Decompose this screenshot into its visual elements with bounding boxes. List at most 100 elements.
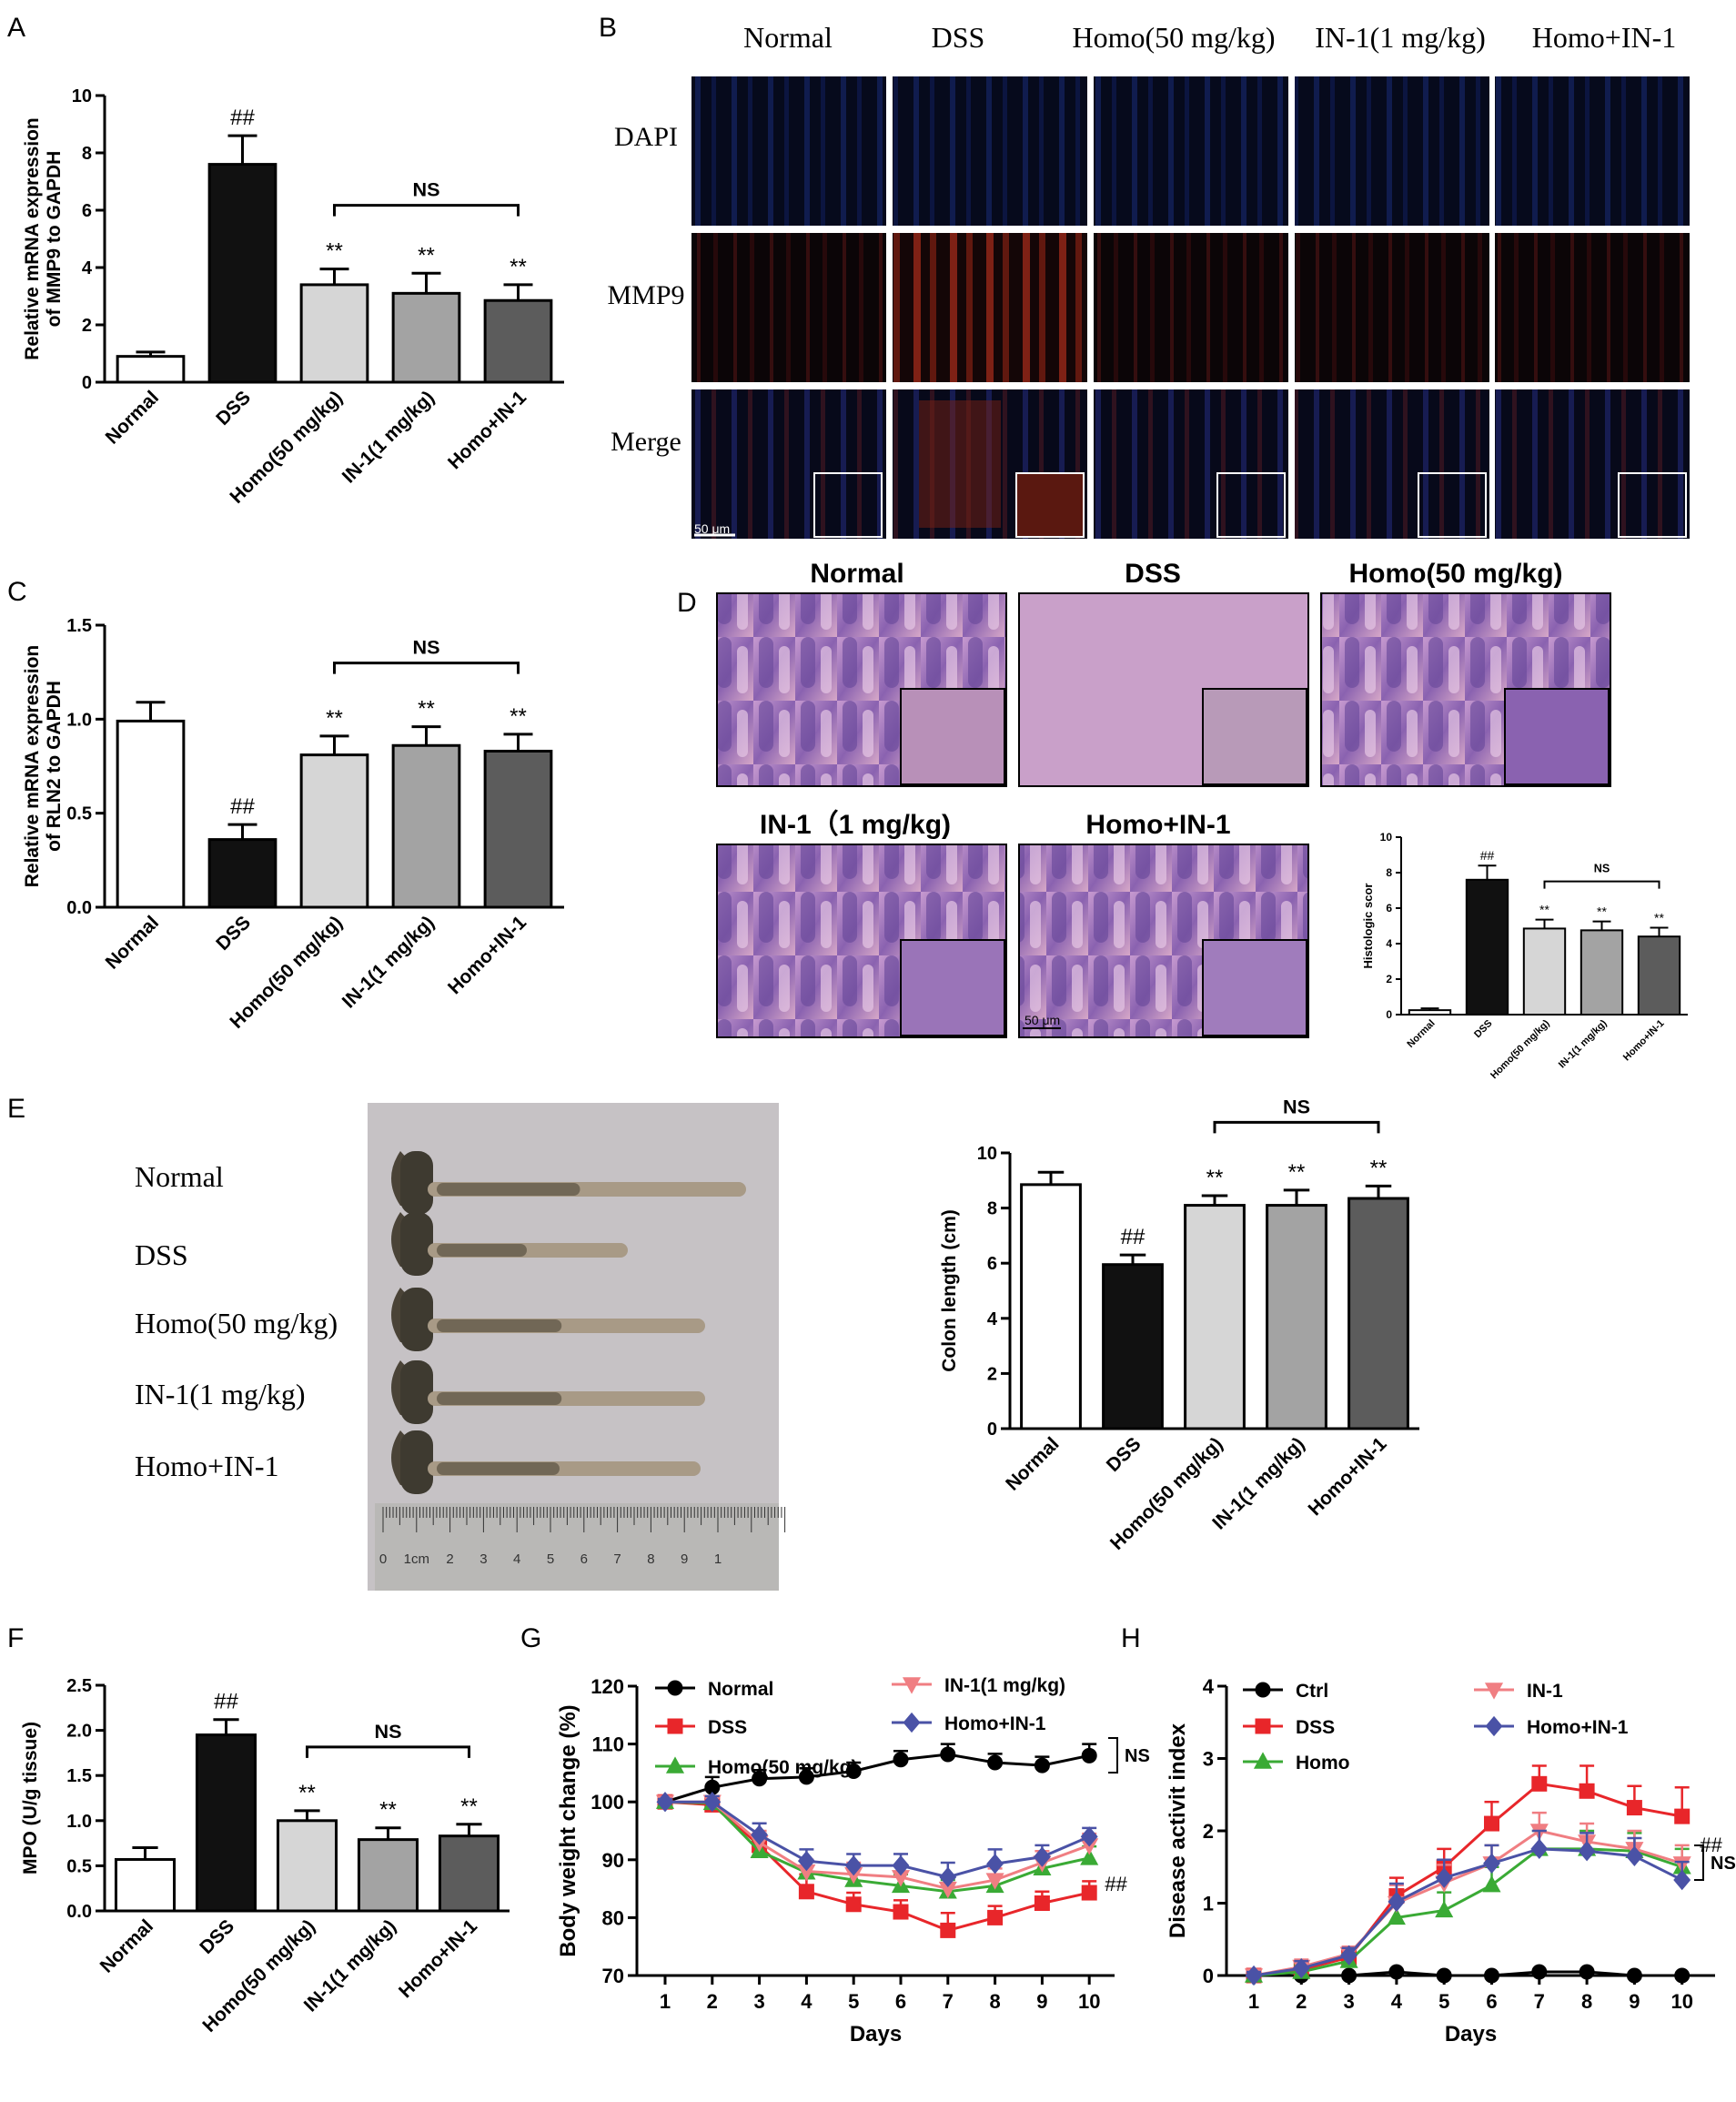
inset-box: [1216, 472, 1286, 538]
significance-bracket: [1543, 880, 1660, 889]
panel-label-a: A: [7, 13, 25, 43]
data-point: [1484, 1683, 1504, 1700]
data-point: [1484, 1815, 1499, 1832]
series-homo-in-1: [1245, 1829, 1691, 1986]
y-axis-label: Disease activit index: [1166, 1723, 1190, 1938]
panel-b-col-label: Normal: [743, 21, 833, 54]
bar: [207, 838, 278, 909]
x-tick-label: 7: [943, 1990, 954, 2013]
panel-b-col-label: Homo+IN-1: [1532, 21, 1676, 54]
y-tick-label: 0.5: [66, 804, 92, 824]
category-label: DSS: [212, 387, 255, 429]
panel-labels: A B C D E F G H: [7, 13, 1141, 1653]
fluorescence-image-dapi: [1495, 76, 1690, 226]
colon-segment-dark: [437, 1392, 562, 1405]
colon-cecum: [400, 1288, 433, 1351]
significance-label: **: [418, 243, 435, 268]
data-point: [987, 1754, 1004, 1771]
ruler-label: 4: [513, 1551, 520, 1567]
series-line: [1253, 1829, 1683, 1977]
bar: [114, 1857, 177, 1913]
x-tick-label: 3: [753, 1990, 764, 2013]
bar: [1408, 1009, 1452, 1016]
y-tick-label: 0: [1386, 1008, 1392, 1021]
colon-cecum: [400, 1430, 433, 1494]
ns-bracket: [1108, 1737, 1118, 1774]
y-tick-label: 2: [82, 316, 92, 336]
legend-entry: Normal: [655, 1679, 773, 1700]
panel-label-d: D: [677, 588, 697, 618]
bar: [391, 291, 461, 384]
significance-label: **: [1370, 1156, 1388, 1180]
y-axis-label: Relative mRNA expression: [22, 117, 43, 360]
fluorescence-image-mmp9: [691, 233, 886, 382]
y-tick-label: 2: [1203, 1820, 1214, 1843]
y-tick-label: 0.5: [66, 1856, 92, 1876]
y-tick-label: 3: [1203, 1748, 1214, 1771]
colon-label: Normal: [135, 1160, 224, 1193]
series-line: [1253, 1782, 1682, 1977]
legend-entry: Ctrl: [1243, 1681, 1328, 1702]
data-point: [1674, 1808, 1691, 1824]
data-point: [893, 1904, 909, 1920]
bracket-label: NS: [413, 178, 440, 201]
y-tick-label: 0: [1203, 1965, 1214, 1987]
data-point: [1435, 1867, 1453, 1888]
data-point: [1626, 1967, 1642, 1984]
data-point: [939, 1866, 957, 1888]
x-tick-label: 1: [1248, 1990, 1259, 2013]
x-axis-label: Days: [1445, 2022, 1497, 2046]
y-tick-label: 10: [1380, 831, 1393, 844]
bar: [1637, 935, 1681, 1016]
panel-e-colon-photo: 0 1cm 2 3 4 5 6 7 8 9 1 Normal DSS Homo(50 mg/kg) …: [135, 1103, 786, 1591]
data-point: [656, 1792, 674, 1813]
x-tick-label: 5: [848, 1990, 859, 2013]
data-point: [940, 1922, 956, 1938]
bar: [1184, 1204, 1246, 1430]
bar: [391, 743, 461, 909]
data-point: [844, 1854, 863, 1876]
data-point: [1388, 1964, 1405, 1980]
data-point: [1033, 1846, 1051, 1867]
category-label: Homo+IN-1: [444, 387, 530, 473]
x-tick-label: 4: [801, 1990, 812, 2013]
colon-cecum: [400, 1212, 433, 1276]
y-axis-label: Body weight change (%): [556, 1704, 580, 1956]
data-point: [1388, 1891, 1406, 1913]
y-tick-label: 70: [602, 1965, 624, 1987]
legend-entry: Homo(50 mg/kg): [655, 1756, 858, 1778]
series-line: [664, 1800, 1090, 1932]
y-tick-label: 2.5: [66, 1676, 92, 1696]
data-point: [1578, 1841, 1596, 1862]
inset-box: [1418, 472, 1487, 538]
legend-entry: Homo+IN-1: [892, 1712, 1046, 1734]
data-point: [1034, 1895, 1050, 1911]
fluorescence-image-merge: [691, 389, 886, 539]
ruler-label: 1cm: [404, 1551, 429, 1567]
data-point: [1255, 1718, 1271, 1734]
series-line: [664, 1753, 1090, 1804]
panel-label-h: H: [1121, 1623, 1141, 1653]
significance-label: **: [1654, 910, 1664, 925]
data-point: [1626, 1800, 1642, 1816]
x-tick-label: 6: [1486, 1990, 1497, 2013]
scale-bar-label: 50 μm: [694, 521, 730, 536]
data-point: [1080, 1826, 1098, 1847]
x-tick-label: 9: [1629, 1990, 1640, 2013]
data-point: [845, 1896, 862, 1913]
data-point: [987, 1909, 1004, 1925]
bar: [1266, 1204, 1327, 1430]
series-line: [1253, 1847, 1683, 1977]
y-tick-label: 10: [977, 1144, 997, 1164]
bar: [1020, 1183, 1082, 1430]
data-point: [1579, 1964, 1595, 1980]
category-label: DSS: [212, 912, 255, 955]
panel-b-col-label: Homo(50 mg/kg): [1072, 21, 1275, 54]
ruler-label: 1: [714, 1551, 722, 1567]
y-tick-label: 6: [987, 1254, 997, 1274]
x-tick-label: 4: [1391, 1990, 1403, 2013]
series-homo: [1244, 1829, 1691, 1983]
data-point: [752, 1771, 768, 1787]
data-point: [667, 1680, 683, 1696]
